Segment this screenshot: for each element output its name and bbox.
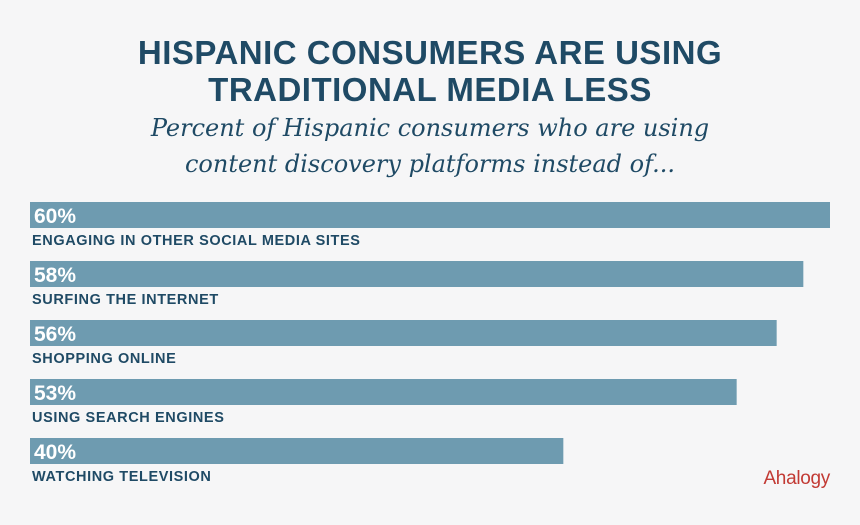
chart-subtitle-line-1: Percent of Hispanic consumers who are us… bbox=[150, 114, 710, 142]
bar-value-label-5: 40% bbox=[34, 441, 76, 464]
bar-2 bbox=[30, 261, 804, 287]
bar-1 bbox=[30, 202, 830, 228]
bar-value-label-3: 56% bbox=[34, 323, 76, 346]
chart-title-line-1: HISPANIC CONSUMERS ARE USING bbox=[137, 34, 723, 71]
chart-subtitle-line-2: content discovery platforms instead of..… bbox=[184, 150, 676, 178]
bar-3 bbox=[30, 320, 777, 346]
bar-value-label-2: 58% bbox=[34, 264, 76, 287]
ahalogy-logo: Ahalogy bbox=[763, 468, 830, 489]
category-label-1: ENGAGING IN OTHER SOCIAL MEDIA SITES bbox=[32, 233, 361, 249]
category-label-4: USING SEARCH ENGINES bbox=[32, 410, 224, 426]
bar-5 bbox=[30, 438, 564, 464]
category-label-3: SHOPPING ONLINE bbox=[32, 351, 176, 367]
bar-value-label-1: 60% bbox=[34, 205, 76, 228]
bar-value-label-4: 53% bbox=[34, 382, 76, 405]
bar-4 bbox=[30, 379, 737, 405]
category-label-5: WATCHING TELEVISION bbox=[32, 469, 212, 485]
category-label-2: SURFING THE INTERNET bbox=[32, 292, 219, 308]
chart-title-line-2: TRADITIONAL MEDIA LESS bbox=[208, 71, 652, 108]
